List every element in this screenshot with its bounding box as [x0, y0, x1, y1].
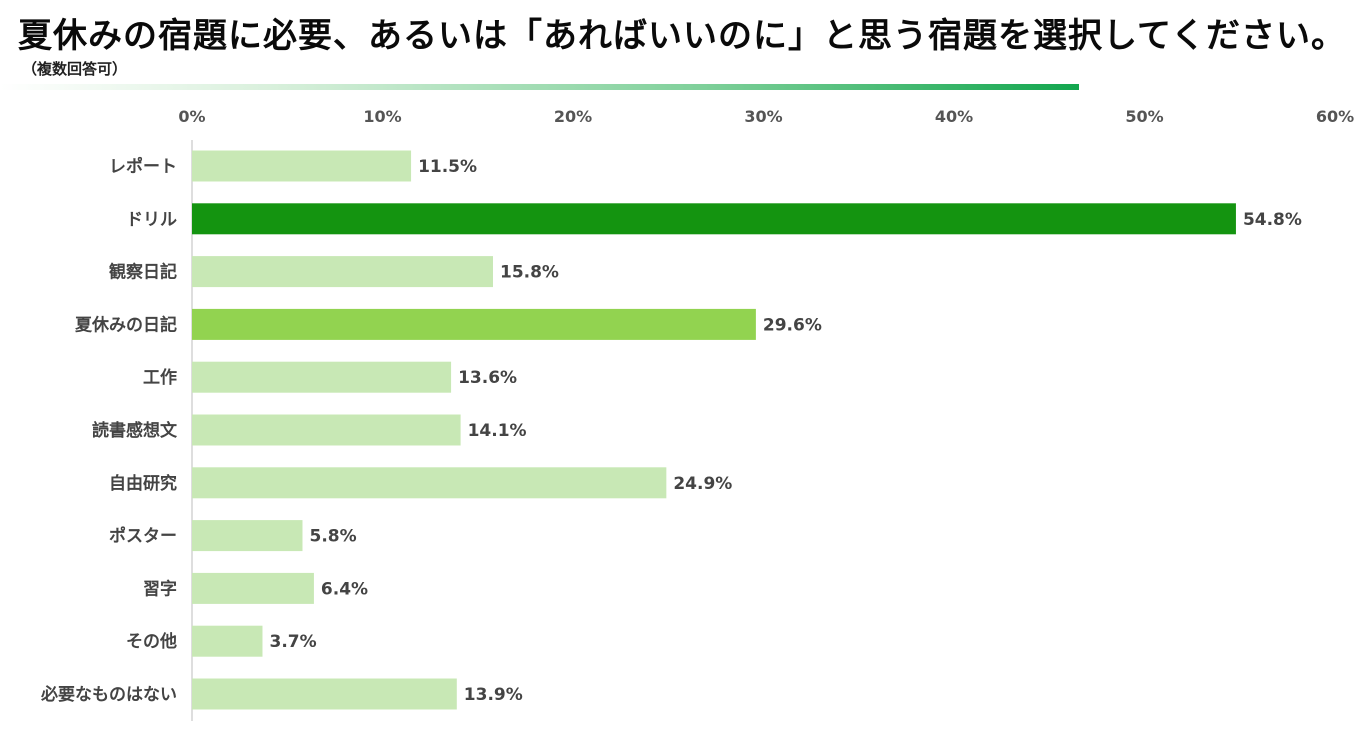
data-label: 29.6% — [763, 315, 822, 335]
data-label: 13.6% — [458, 368, 517, 388]
category-label: レポート — [109, 156, 177, 177]
category-label: ポスター — [109, 526, 177, 547]
x-tick-label: 50% — [1125, 107, 1163, 126]
bar — [192, 203, 1236, 235]
bar — [192, 625, 263, 657]
bar — [192, 467, 667, 499]
title-divider — [0, 84, 1079, 90]
bar — [192, 308, 756, 340]
data-label: 14.1% — [468, 421, 527, 441]
data-label: 11.5% — [418, 157, 477, 177]
bar — [192, 414, 461, 446]
data-label: 24.9% — [673, 474, 732, 494]
data-label: 5.8% — [309, 527, 356, 547]
x-tick-label: 60% — [1316, 107, 1354, 126]
category-label: ドリル — [126, 210, 177, 230]
data-label: 54.8% — [1243, 210, 1302, 230]
bar — [192, 520, 303, 552]
x-tick-label: 10% — [363, 107, 401, 126]
page-title: 夏休みの宿題に必要、あるいは「あればいいのに」と思う宿題を選択してください。 — [18, 16, 1346, 56]
category-label: 観察日記 — [109, 262, 177, 283]
category-label: 夏休みの日記 — [75, 314, 177, 335]
data-label: 3.7% — [269, 632, 316, 652]
bar — [192, 361, 452, 393]
data-label: 13.9% — [464, 685, 523, 705]
category-label: 必要なものはない — [40, 684, 177, 705]
x-tick-label: 30% — [744, 107, 782, 126]
bar — [192, 256, 493, 288]
data-label: 15.8% — [500, 263, 559, 283]
page-subtitle: （複数回答可） — [22, 60, 128, 78]
data-label: 6.4% — [321, 579, 368, 599]
bar — [192, 150, 412, 182]
x-tick-label: 20% — [554, 107, 592, 126]
bar — [192, 678, 457, 710]
category-label: その他 — [126, 631, 177, 652]
x-tick-label: 0% — [178, 107, 205, 126]
category-label: 自由研究 — [109, 473, 177, 494]
x-tick-label: 40% — [935, 107, 973, 126]
category-label: 工作 — [143, 367, 177, 388]
bar — [192, 572, 314, 604]
category-label: 読書感想文 — [92, 420, 178, 441]
category-label: 習字 — [143, 578, 177, 599]
